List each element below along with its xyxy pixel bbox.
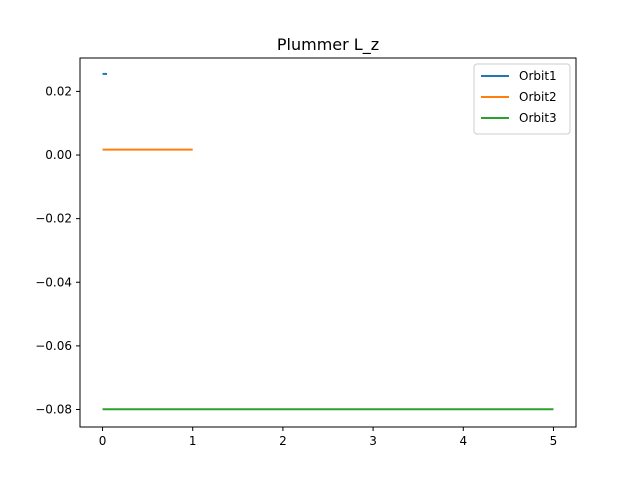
x-tick-label: 0 xyxy=(99,434,107,448)
y-tick-label: −0.02 xyxy=(35,212,72,226)
y-tick-label: −0.06 xyxy=(35,339,72,353)
x-tick-label: 4 xyxy=(459,434,467,448)
plot-area xyxy=(102,72,554,411)
x-tick-label: 2 xyxy=(279,434,287,448)
chart-title: Plummer L_z xyxy=(277,35,379,55)
x-tick-label: 3 xyxy=(369,434,377,448)
axes-frame xyxy=(79,57,577,428)
x-tick-label: 5 xyxy=(550,434,558,448)
y-tick-label: 0.00 xyxy=(45,148,72,162)
legend: Orbit1 Orbit2 Orbit3 xyxy=(473,63,571,135)
legend-label-orbit1: Orbit1 xyxy=(519,69,557,83)
y-axis: 0.02 0.00 −0.02 −0.04 −0.06 −0.08 xyxy=(35,84,80,417)
y-tick-label: 0.02 xyxy=(45,84,72,98)
legend-label-orbit2: Orbit2 xyxy=(519,90,557,104)
y-tick-label: −0.04 xyxy=(35,275,72,289)
x-axis: 0 1 2 3 4 5 xyxy=(99,427,558,448)
legend-label-orbit3: Orbit3 xyxy=(519,111,557,125)
y-tick-label: −0.08 xyxy=(35,403,72,417)
legend-box xyxy=(473,63,571,135)
x-tick-label: 1 xyxy=(189,434,197,448)
